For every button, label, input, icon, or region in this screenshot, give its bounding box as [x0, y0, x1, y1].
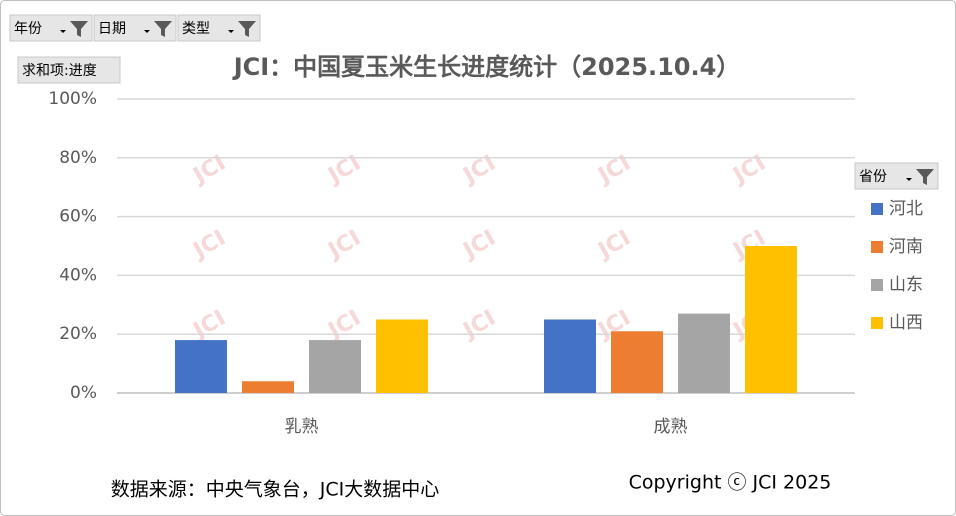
bar	[242, 381, 294, 393]
bar	[611, 331, 663, 393]
dropdown-arrow	[60, 30, 66, 33]
pivot-button[interactable]: 年份	[9, 14, 93, 42]
legend-label: 山西	[889, 313, 923, 333]
filter-icon	[154, 21, 172, 37]
bar	[309, 340, 361, 393]
bar	[678, 313, 730, 393]
legend-swatch	[871, 279, 883, 291]
source-note: 数据来源：中央气象台，JCI大数据中心	[111, 479, 439, 501]
legend-label: 河南	[889, 237, 923, 257]
x-tick-label: 乳熟	[285, 416, 319, 437]
pivot-button[interactable]: 省份	[854, 162, 939, 190]
bar	[544, 319, 596, 393]
legend-swatch	[871, 203, 883, 215]
legend-swatch	[871, 317, 883, 329]
bar	[376, 319, 428, 393]
y-tick-label: 40%	[59, 265, 97, 285]
pivot-button[interactable]: 日期	[93, 14, 177, 42]
button-label: 年份	[14, 21, 42, 37]
pivot-button[interactable]: 求和项:进度	[17, 56, 121, 84]
y-tick-label: 20%	[59, 324, 97, 344]
button-bg	[17, 56, 121, 84]
legend-swatch	[871, 241, 883, 253]
copyright: Copyright ⓒ JCI 2025	[629, 472, 832, 494]
button-label: 省份	[859, 169, 887, 185]
x-tick-label: 成熟	[654, 416, 688, 437]
button-label: 求和项:进度	[22, 63, 97, 79]
button-label: 类型	[182, 21, 210, 37]
filter-icon	[916, 169, 934, 185]
bar	[175, 340, 227, 393]
y-tick-label: 80%	[59, 148, 97, 168]
chart-title: JCI：中国夏玉米生长进度统计（2025.10.4）	[232, 53, 741, 81]
dropdown-arrow	[144, 30, 150, 33]
bar	[745, 246, 797, 393]
y-tick-label: 0%	[70, 383, 97, 403]
legend-label: 河北	[889, 199, 923, 219]
pivot-button[interactable]: 类型	[177, 14, 261, 42]
button-label: 日期	[98, 21, 126, 37]
y-tick-label: 100%	[48, 89, 97, 109]
dropdown-arrow	[906, 178, 912, 181]
filter-icon	[70, 21, 88, 37]
y-tick-label: 60%	[59, 207, 97, 227]
dropdown-arrow	[228, 30, 234, 33]
legend-label: 山东	[889, 275, 923, 295]
filter-icon	[238, 21, 256, 37]
